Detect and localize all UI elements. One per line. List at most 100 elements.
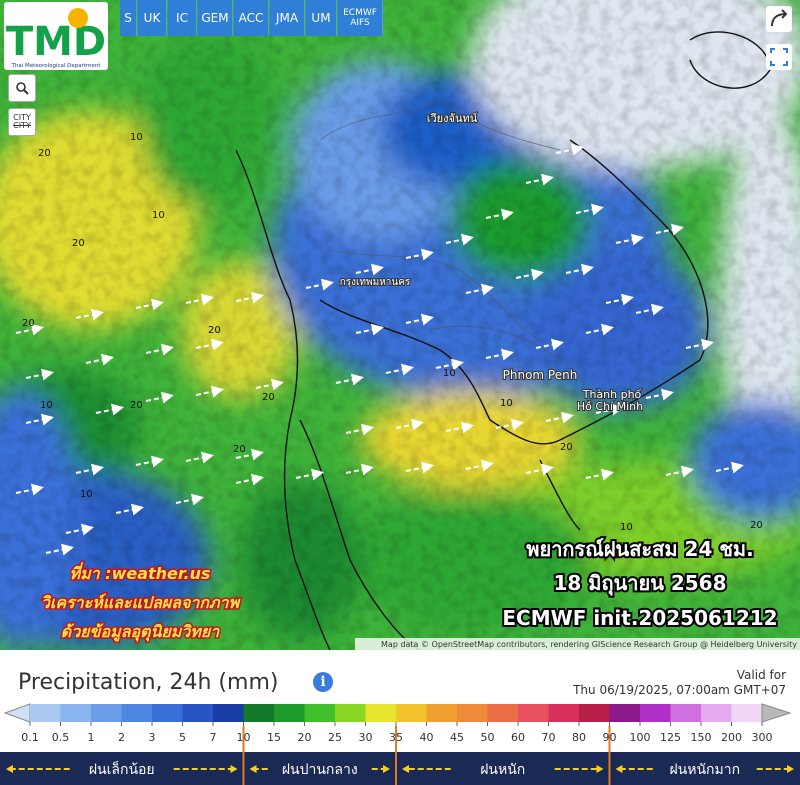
share-button[interactable] <box>766 6 792 32</box>
colorbar-tick-label: 2 <box>118 731 125 744</box>
colorbar: 0.10.51235710152025303540455060708090100… <box>0 703 800 785</box>
wind-arrow <box>405 461 434 474</box>
wind-arrow <box>555 143 584 156</box>
category-arrowhead <box>249 765 257 773</box>
contour-label: 20 <box>38 148 51 159</box>
model-tab[interactable]: UK <box>138 0 167 36</box>
wind-arrow <box>565 263 594 276</box>
wind-arrow <box>185 293 214 306</box>
legend-panel: Precipitation, 24h (mm) i Valid for Thu … <box>0 650 800 785</box>
colorbar-tick-label: 5 <box>179 731 186 744</box>
model-tab[interactable]: IC <box>168 0 197 36</box>
contour-label: 10 <box>40 400 53 411</box>
wind-arrow <box>465 283 494 296</box>
fullscreen-button[interactable] <box>766 44 792 70</box>
wind-arrow <box>385 363 414 376</box>
model-tab[interactable]: S <box>120 0 137 36</box>
place-label: Phnom Penh <box>503 368 578 382</box>
city-button[interactable]: CITY CITY <box>8 108 36 136</box>
wind-arrow <box>25 413 54 426</box>
wind-arrow <box>15 483 44 496</box>
wind-arrow <box>355 263 384 276</box>
colorbar-tick-label: 150 <box>691 731 712 744</box>
contour-label: 20 <box>233 444 246 455</box>
valid-time: Thu 06/19/2025, 07:00am GMT+07 <box>573 683 786 697</box>
colorbar-tick-label: 300 <box>752 731 773 744</box>
contour-label: 10 <box>500 398 513 409</box>
colorbar-cell <box>304 704 335 722</box>
wind-arrow <box>595 403 624 416</box>
colorbar-tick-label: 0.5 <box>52 731 70 744</box>
model-tab[interactable]: ECMWF AIFS <box>338 0 383 36</box>
wind-arrow <box>295 468 324 481</box>
wind-arrow <box>305 278 334 291</box>
wind-arrow <box>445 421 474 434</box>
contour-label: 20 <box>208 325 221 336</box>
zoom-button[interactable] <box>8 74 36 102</box>
contour-label: 10 <box>443 368 456 379</box>
wind-arrow <box>585 323 614 336</box>
colorbar-tick-label: 125 <box>660 731 681 744</box>
colorbar-cell <box>396 704 427 722</box>
zoom-icon <box>16 82 29 95</box>
wind-arrow <box>75 308 104 321</box>
contour-label: 20 <box>560 442 573 453</box>
wind-arrow <box>135 298 164 311</box>
colorbar-cell <box>121 704 152 722</box>
colorbar-tick-label: 1 <box>88 731 95 744</box>
model-tab[interactable]: ACC <box>234 0 269 36</box>
colorbar-high-arrow <box>761 703 792 723</box>
wind-arrow <box>655 223 684 236</box>
wind-arrow <box>235 291 264 304</box>
category-bar <box>0 752 800 785</box>
borders <box>319 99 561 361</box>
model-tab[interactable]: JMA <box>270 0 305 36</box>
wind-arrow <box>525 173 554 186</box>
logo-subtitle: Thai Meteorological Department <box>11 63 102 69</box>
wind-arrow <box>195 385 224 398</box>
attribution-bg <box>355 638 800 650</box>
category-label: ฝนเล็กน้อย <box>89 760 155 778</box>
colorbar-tick-label: 25 <box>328 731 342 744</box>
category-arrowhead <box>6 765 13 773</box>
wind-arrow <box>355 323 384 336</box>
wind-arrow <box>685 338 714 351</box>
colorbar-cell <box>335 704 366 722</box>
place-label: กรุงเทพมหานคร <box>340 277 411 288</box>
wind-arrow <box>485 208 514 221</box>
model-tab[interactable]: UM <box>306 0 337 36</box>
wind-arrow <box>235 473 264 486</box>
source-overlay: ที่มา :weather.us วิเคราะห์และแปลผลจากภา… <box>39 561 243 644</box>
source-line: วิเคราะห์และแปลผลจากภาพ <box>41 593 242 612</box>
logo-title: TMD <box>6 19 106 65</box>
share-bg[interactable] <box>766 6 792 32</box>
wind-arrow <box>615 233 644 246</box>
colorbar-cell <box>274 704 305 722</box>
category-label: ฝนหนัก <box>480 762 525 778</box>
wind-arrow <box>75 463 104 476</box>
colorbar-cell <box>365 704 396 722</box>
info-button[interactable]: i <box>313 672 333 692</box>
colorbar-cell <box>701 704 732 722</box>
fullscreen-bg[interactable] <box>766 44 792 70</box>
city-label-struck: CITY <box>13 121 31 130</box>
colorbar-cell <box>487 704 518 722</box>
colorbar-tick-label: 30 <box>359 731 373 744</box>
wind-arrow <box>605 293 634 306</box>
wind-arrow <box>525 463 554 476</box>
wind-arrow <box>185 451 214 464</box>
wind-arrow <box>95 403 124 416</box>
wind-arrow <box>535 338 564 351</box>
colorbar-low-arrow <box>3 703 31 723</box>
legend-title: Precipitation, 24h (mm) <box>18 670 279 695</box>
place-label: Thành phố <box>582 388 642 401</box>
wind-arrow <box>195 338 224 351</box>
wind-arrow <box>395 418 424 431</box>
wind-arrow <box>15 323 44 336</box>
wind-arrow <box>175 493 204 506</box>
wind-arrow <box>465 459 494 472</box>
colorbar-cell <box>60 704 91 722</box>
model-tab[interactable]: GEM <box>198 0 233 36</box>
contour-label: 10 <box>620 522 633 533</box>
colorbar-tick-label: 15 <box>267 731 281 744</box>
